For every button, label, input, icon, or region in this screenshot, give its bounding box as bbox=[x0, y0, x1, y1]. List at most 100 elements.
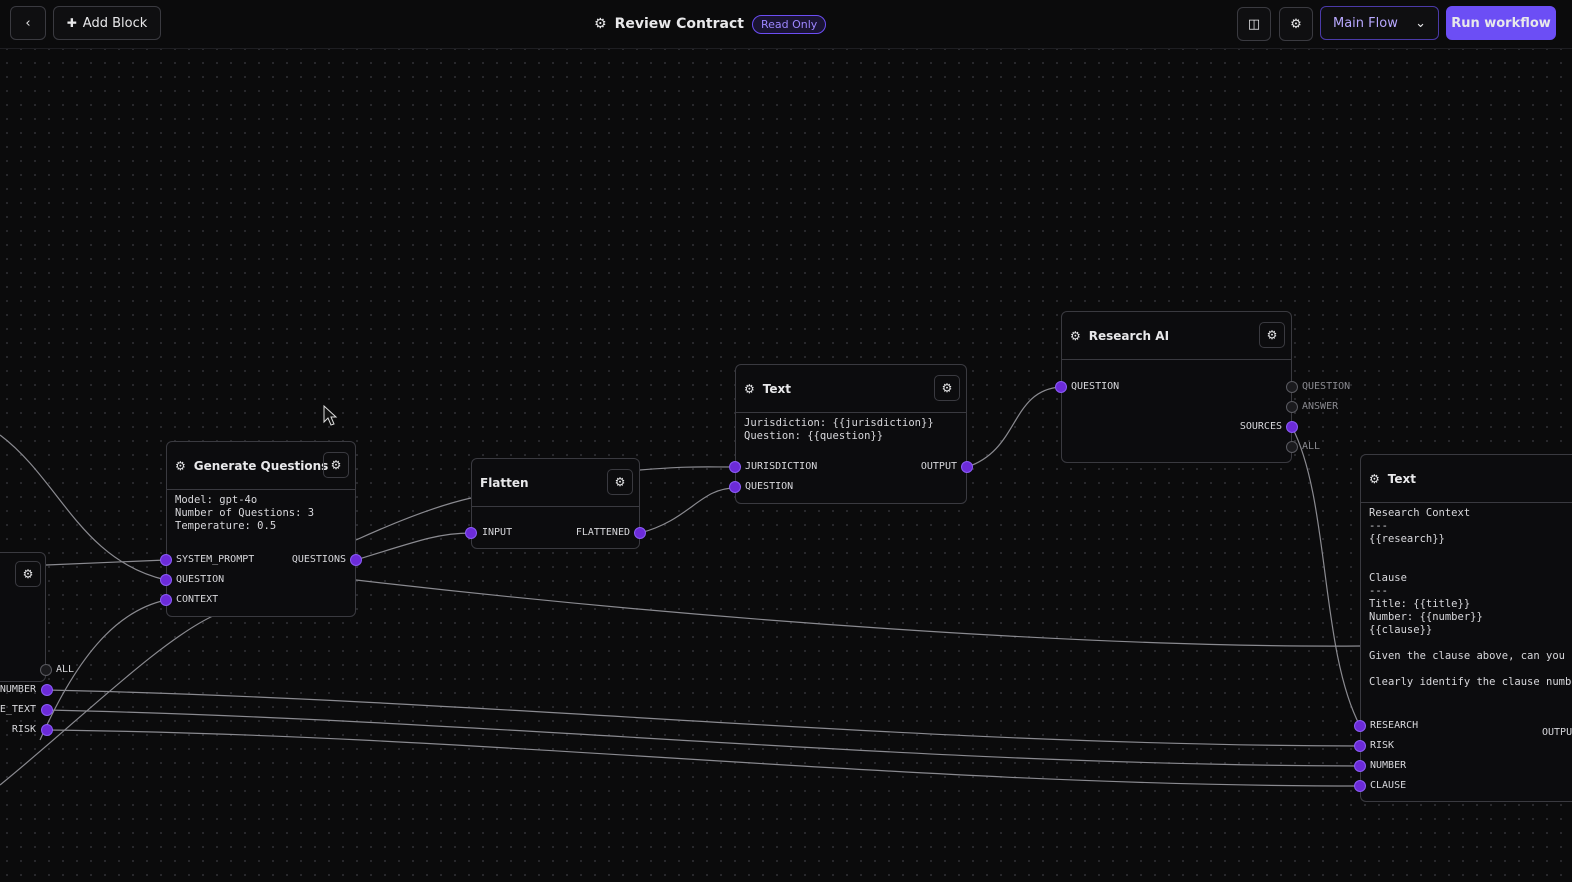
node-header: ⚙ Generate Questions ⚙ bbox=[167, 442, 355, 490]
output-label-clip: OUTPUT bbox=[1542, 720, 1572, 739]
back-button[interactable]: ‹ bbox=[10, 6, 46, 40]
port-label: RISK bbox=[11, 724, 36, 735]
port-label: NUMBER bbox=[0, 684, 36, 695]
port-label: SYSTEM_PROMPT bbox=[176, 554, 255, 565]
port-label: CLAUSE_TEXT bbox=[0, 704, 36, 715]
database-button[interactable]: ◫ bbox=[1237, 7, 1271, 41]
port-label: CONTEXT bbox=[176, 594, 219, 605]
mouse-cursor-icon bbox=[323, 405, 338, 426]
edge bbox=[0, 614, 216, 786]
port-label: OUTPUT bbox=[1542, 727, 1572, 738]
port-label: CLAUSE bbox=[1370, 780, 1407, 791]
flatten-node[interactable]: Flatten ⚙ bbox=[471, 458, 640, 549]
run-workflow-button[interactable]: Run workflow bbox=[1446, 6, 1556, 40]
text-node[interactable]: ⚙ Text Research Context --- {{research}}… bbox=[1360, 454, 1572, 802]
input-handle[interactable] bbox=[160, 594, 172, 606]
output-handle[interactable] bbox=[1286, 381, 1298, 393]
status-badge: Read Only bbox=[751, 14, 827, 34]
node-title: Text bbox=[762, 381, 791, 396]
output-handle[interactable] bbox=[40, 664, 52, 676]
port-label: ANSWER bbox=[1302, 401, 1339, 412]
output-handle[interactable] bbox=[1286, 441, 1298, 453]
gear-icon: ⚙ bbox=[941, 381, 953, 395]
port-label: SOURCES bbox=[1239, 421, 1282, 432]
add-block-label: Add Block bbox=[82, 15, 148, 31]
workflow-title-group: ⚙ Review Contract Read Only bbox=[594, 12, 827, 36]
flow-select-value: Main Flow bbox=[1333, 15, 1398, 31]
gear-icon: ⚙ bbox=[1290, 16, 1302, 32]
input-handle[interactable] bbox=[1354, 740, 1366, 752]
node-settings-button[interactable]: ⚙ bbox=[323, 452, 349, 478]
input-handle[interactable] bbox=[1354, 780, 1366, 792]
node-settings-button[interactable]: ⚙ bbox=[607, 469, 633, 495]
gear-icon: ⚙ bbox=[22, 567, 34, 581]
output-handle[interactable] bbox=[350, 554, 362, 566]
partial-node[interactable]: ⚙ bbox=[0, 552, 46, 682]
output-handle[interactable] bbox=[1286, 401, 1298, 413]
chevron-left-icon: ‹ bbox=[25, 15, 31, 31]
input-handle[interactable] bbox=[1354, 720, 1366, 732]
port-label: ALL bbox=[1302, 441, 1321, 452]
output-handle[interactable] bbox=[1286, 421, 1298, 433]
output-handle[interactable] bbox=[41, 704, 53, 716]
node-settings-button[interactable]: ⚙ bbox=[15, 561, 41, 587]
edge bbox=[1291, 426, 1361, 727]
generate-questions-node[interactable]: ⚙ Generate Questions ⚙ Model: gpt-4o Num… bbox=[166, 441, 356, 617]
edge bbox=[355, 579, 1361, 647]
input-handle[interactable] bbox=[465, 527, 477, 539]
output-handle[interactable] bbox=[634, 527, 646, 539]
research-ai-node[interactable]: ⚙ Research AI ⚙ bbox=[1061, 311, 1292, 463]
edge bbox=[639, 466, 736, 471]
node-config-text: Model: gpt-4o Number of Questions: 3 Tem… bbox=[175, 494, 315, 532]
settings-button[interactable]: ⚙ bbox=[1279, 7, 1313, 41]
node-title: Text bbox=[1387, 471, 1416, 486]
port-label: FLATTENED bbox=[575, 527, 630, 538]
output-handle[interactable] bbox=[41, 724, 53, 736]
chevron-down-icon: ⌄ bbox=[1415, 15, 1426, 31]
node-type-icon: ⚙ bbox=[1369, 471, 1380, 486]
port-label: NUMBER bbox=[1370, 760, 1407, 771]
node-settings-button[interactable]: ⚙ bbox=[934, 375, 960, 401]
gear-icon: ⚙ bbox=[330, 458, 342, 472]
flow-select[interactable]: Main Flow ⌄ bbox=[1320, 6, 1439, 40]
port-label: RISK bbox=[1370, 740, 1395, 751]
workflow-icon: ⚙ bbox=[594, 16, 607, 32]
edge bbox=[639, 487, 736, 534]
port-label: QUESTION bbox=[1071, 381, 1120, 392]
port-label: INPUT bbox=[482, 527, 513, 538]
edge bbox=[46, 709, 1361, 767]
node-settings-button[interactable]: ⚙ bbox=[1259, 322, 1285, 348]
node-template-text: Research Context --- {{research}} Clause… bbox=[1369, 507, 1572, 688]
edge bbox=[46, 689, 1361, 747]
input-handle[interactable] bbox=[729, 481, 741, 493]
edge bbox=[45, 559, 167, 566]
port-label: JURISDICTION bbox=[745, 461, 818, 472]
database-icon: ◫ bbox=[1247, 16, 1261, 32]
port-label: ALL bbox=[56, 664, 75, 675]
input-handle[interactable] bbox=[160, 554, 172, 566]
node-header: Flatten ⚙ bbox=[472, 459, 639, 507]
text-node[interactable]: ⚙ Text ⚙ Jurisdiction: {{jurisdiction}} … bbox=[735, 364, 967, 504]
node-header: ⚙ Text ⚙ bbox=[736, 365, 966, 413]
node-title: Flatten bbox=[480, 475, 529, 490]
edge bbox=[966, 386, 1062, 468]
output-handle[interactable] bbox=[961, 461, 973, 473]
edge bbox=[0, 434, 167, 581]
edge bbox=[46, 729, 1361, 787]
port-label: OUTPUT bbox=[920, 461, 957, 472]
edge bbox=[355, 532, 472, 561]
node-header: ⚙ Text bbox=[1361, 455, 1572, 503]
input-handle[interactable] bbox=[1055, 381, 1067, 393]
port-label: RESEARCH bbox=[1370, 720, 1419, 731]
input-handle[interactable] bbox=[160, 574, 172, 586]
input-handle[interactable] bbox=[729, 461, 741, 473]
edge bbox=[355, 497, 472, 541]
node-title: Generate Questions bbox=[193, 458, 329, 473]
node-template-text: Jurisdiction: {{jurisdiction}} Question:… bbox=[744, 417, 934, 442]
output-handle[interactable] bbox=[41, 684, 53, 696]
input-handle[interactable] bbox=[1354, 760, 1366, 772]
port-label: QUESTION bbox=[745, 481, 794, 492]
add-block-button[interactable]: ✚ Add Block bbox=[53, 6, 161, 40]
node-type-icon: ⚙ bbox=[744, 381, 755, 396]
